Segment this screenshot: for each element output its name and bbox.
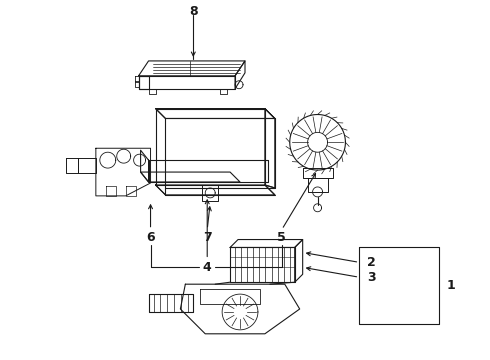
Text: 7: 7: [203, 231, 212, 244]
Text: 5: 5: [277, 231, 286, 244]
Text: 4: 4: [203, 261, 212, 274]
Text: 3: 3: [368, 271, 376, 284]
Text: 1: 1: [447, 279, 456, 292]
Text: 2: 2: [368, 256, 376, 269]
Text: 6: 6: [146, 231, 155, 244]
Text: 8: 8: [189, 5, 197, 18]
